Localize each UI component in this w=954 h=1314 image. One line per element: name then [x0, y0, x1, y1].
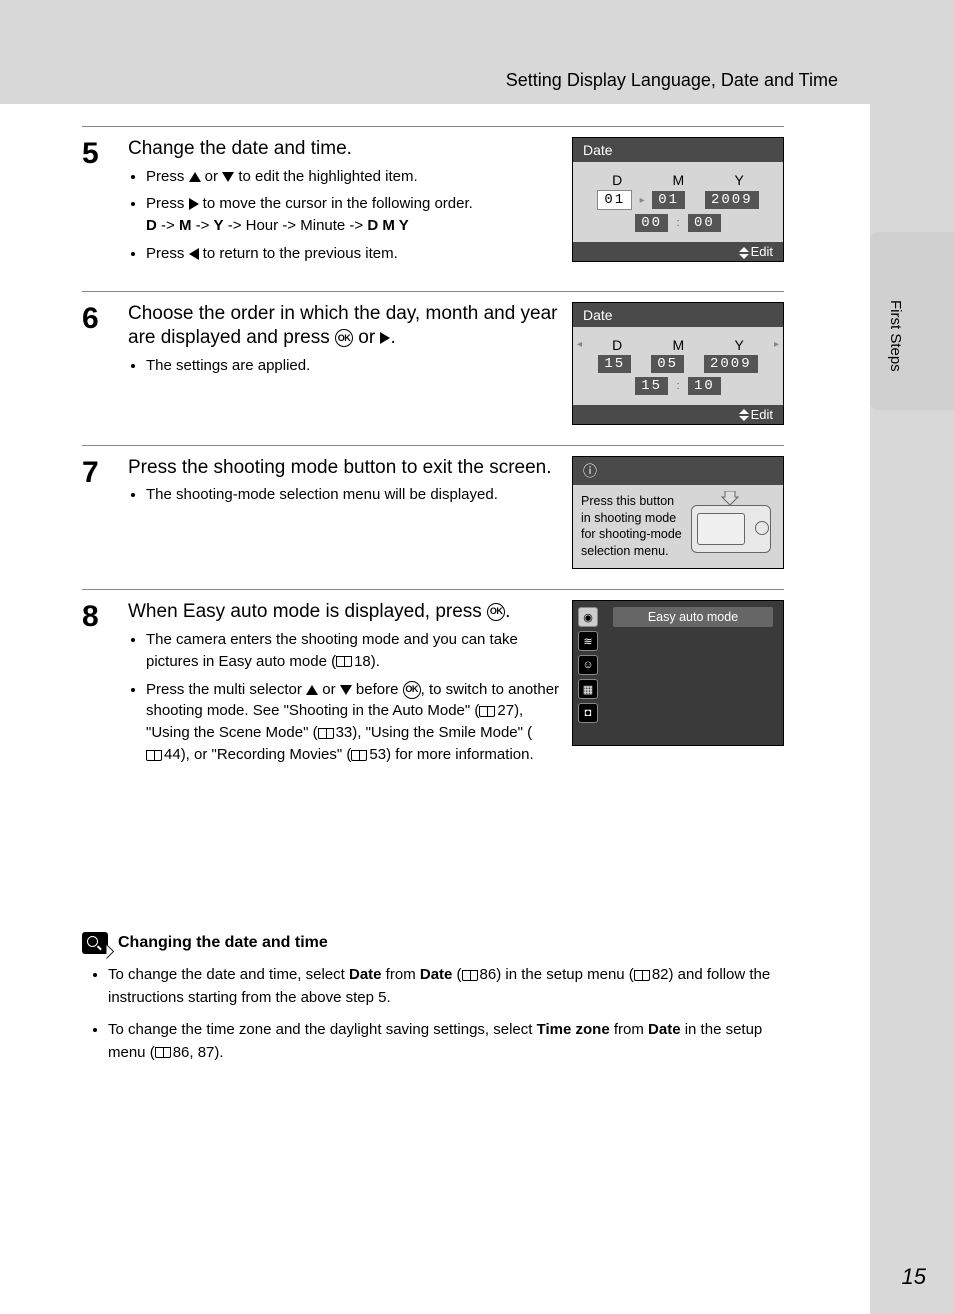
value-year: 2009: [704, 355, 758, 373]
mode-movie-icon: ▦: [578, 679, 598, 699]
down-icon: [340, 685, 352, 695]
left-icon: [189, 248, 199, 260]
up-icon: [189, 172, 201, 182]
label-y: Y: [735, 337, 744, 353]
value-month: 01: [652, 191, 685, 209]
step-5-number: 5: [82, 137, 114, 271]
mode-easy-auto-icon: ◉: [578, 607, 598, 627]
step-7-heading: Press the shooting mode button to exit t…: [128, 456, 560, 481]
step-8-bullet-1: The camera enters the shooting mode and …: [146, 629, 560, 673]
book-icon: [336, 656, 352, 667]
step-8: 8 When Easy auto mode is displayed, pres…: [82, 589, 784, 792]
tip-section: Changing the date and time To change the…: [82, 932, 784, 1064]
step-6-number: 6: [82, 302, 114, 425]
left-arrow-icon: ◂: [577, 339, 582, 350]
tip-icon: [82, 932, 108, 954]
mode-icon-list: ◉ ≋ ☺ ▦ ◘: [573, 601, 603, 745]
book-icon: [634, 970, 650, 981]
value-minute: 00: [688, 214, 721, 232]
label-m: M: [673, 172, 685, 188]
screen-footer: Edit: [573, 242, 783, 261]
mode-auto-icon: ◘: [578, 703, 598, 723]
mode-label: Easy auto mode: [613, 607, 773, 627]
book-icon: [462, 970, 478, 981]
book-icon: [146, 750, 162, 761]
screen-footer: Edit: [573, 405, 783, 424]
right-arrow-icon: ▸: [774, 339, 779, 350]
page-header-title: Setting Display Language, Date and Time: [0, 70, 854, 91]
step-6-screen: Date ◂ D M Y ▸ 15 05: [572, 302, 784, 425]
ok-button-icon: OK: [487, 603, 505, 621]
tip-bullet-1: To change the date and time, select Date…: [108, 964, 784, 1009]
step-5-screen: Date D M Y 01 ▸ 01 2009: [572, 137, 784, 262]
step-7: 7 Press the shooting mode button to exit…: [82, 445, 784, 590]
book-icon: [318, 728, 334, 739]
up-icon: [306, 685, 318, 695]
step-8-number: 8: [82, 600, 114, 772]
updown-icon: [737, 409, 751, 421]
step-6-bullet-1: The settings are applied.: [146, 355, 560, 377]
side-tab: [870, 232, 954, 410]
value-hour: 00: [635, 214, 668, 232]
updown-icon: [737, 247, 751, 259]
label-y: Y: [735, 172, 744, 188]
step-5-bullet-1: Press or to edit the highlighted item.: [146, 166, 560, 188]
mode-smile-icon: ☺: [578, 655, 598, 675]
value-year: 2009: [705, 191, 759, 209]
side-tab-label: First Steps: [887, 300, 904, 372]
step-5-bullet-2: Press to move the cursor in the followin…: [146, 193, 560, 237]
tip-bullet-2: To change the time zone and the daylight…: [108, 1019, 784, 1064]
screen-title: Date: [573, 138, 783, 162]
value-hour: 15: [635, 377, 668, 395]
value-minute: 10: [688, 377, 721, 395]
value-day: 01: [597, 190, 632, 210]
right-icon: [380, 332, 390, 344]
step-7-screen: ⓘ Press this button in shooting mode for…: [572, 456, 784, 570]
step-7-number: 7: [82, 456, 114, 570]
label-d: D: [612, 337, 622, 353]
step-7-bullet-1: The shooting-mode selection menu will be…: [146, 484, 560, 506]
cursor-right-icon: ▸: [636, 195, 648, 206]
info-icon: ⓘ: [573, 457, 783, 485]
book-icon: [155, 1047, 171, 1058]
step-5: 5 Change the date and time. Press or to …: [82, 126, 784, 291]
book-icon: [479, 706, 495, 717]
step-5-heading: Change the date and time.: [128, 137, 560, 162]
label-m: M: [673, 337, 685, 353]
screen-title: Date: [573, 303, 783, 327]
tip-title: Changing the date and time: [118, 934, 328, 952]
step-8-bullet-2: Press the multi selector or before OK, t…: [146, 679, 560, 766]
right-icon: [189, 198, 199, 210]
step-6-heading: Choose the order in which the day, month…: [128, 302, 560, 351]
ok-button-icon: OK: [403, 681, 421, 699]
step-8-heading: When Easy auto mode is displayed, press …: [128, 600, 560, 625]
mode-scene-icon: ≋: [578, 631, 598, 651]
down-icon: [222, 172, 234, 182]
info-text: Press this button in shooting mode for s…: [581, 493, 685, 561]
step-5-bullet-3: Press to return to the previous item.: [146, 243, 560, 265]
label-d: D: [612, 172, 622, 188]
ok-button-icon: OK: [335, 329, 353, 347]
page-number: 15: [902, 1264, 926, 1290]
page-body: 5 Change the date and time. Press or to …: [0, 104, 870, 1314]
value-month: 05: [651, 355, 684, 373]
step-8-screen: ◉ ≋ ☺ ▦ ◘ Easy auto mode: [572, 600, 784, 746]
step-6: 6 Choose the order in which the day, mon…: [82, 291, 784, 445]
camera-illustration: [691, 493, 775, 555]
book-icon: [351, 750, 367, 761]
value-day: 15: [598, 355, 631, 373]
